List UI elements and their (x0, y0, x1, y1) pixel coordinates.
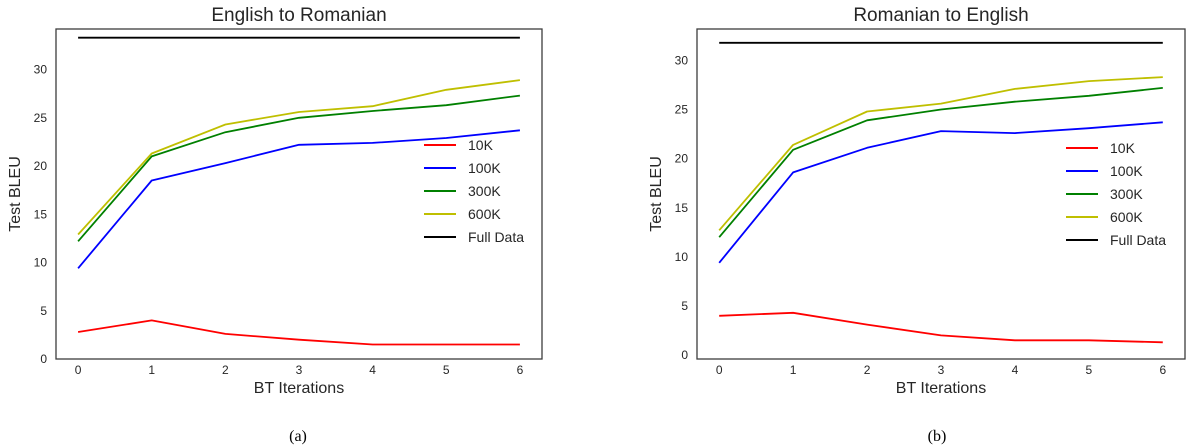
y-tick-label: 10 (675, 250, 689, 264)
y-tick-label: 0 (681, 348, 688, 362)
y-tick-label: 10 (34, 256, 48, 270)
y-tick-label: 0 (40, 352, 47, 366)
subfigure-caption: (a) (289, 428, 307, 445)
legend-label: 600K (1110, 209, 1143, 225)
x-tick-label: 5 (1086, 363, 1093, 377)
y-tick-label: 25 (34, 111, 48, 125)
legend-label: 10K (1110, 140, 1136, 156)
x-tick-label: 1 (790, 363, 797, 377)
x-tick-label: 4 (1012, 363, 1019, 377)
x-tick-label: 6 (517, 363, 524, 377)
x-tick-label: 1 (148, 363, 155, 377)
legend-label: 10K (468, 137, 494, 153)
subfigure-caption: (b) (928, 428, 947, 445)
x-tick-label: 2 (864, 363, 871, 377)
legend-label: 300K (468, 183, 501, 199)
x-tick-label: 0 (716, 363, 723, 377)
series-line (77, 319, 520, 346)
series-line (718, 76, 1163, 231)
series-line (719, 311, 1163, 344)
x-tick-label: 2 (222, 363, 229, 377)
x-tick-label: 5 (443, 363, 450, 377)
x-tick-label: 3 (296, 363, 303, 377)
legend-label: 300K (1110, 186, 1143, 202)
x-axis-label: BT Iterations (896, 380, 986, 397)
chart-title: English to Romanian (211, 5, 386, 26)
chart-title: Romanian to English (853, 5, 1028, 26)
x-tick-label: 6 (1159, 363, 1166, 377)
chart-en-ro: English to Romanian BT Iterations Test B… (7, 5, 543, 445)
y-tick-label: 30 (34, 63, 48, 77)
x-tick-label: 3 (938, 363, 945, 377)
series-line (77, 129, 520, 269)
y-tick-label: 30 (675, 53, 689, 67)
legend-label: Full Data (1110, 232, 1166, 248)
legend-label: 100K (468, 160, 501, 176)
x-tick-label: 0 (75, 363, 82, 377)
y-tick-label: 15 (34, 207, 48, 221)
series-line (77, 79, 521, 236)
y-tick-label: 20 (675, 152, 689, 166)
y-tick-label: 25 (675, 103, 689, 117)
plot-frame (696, 28, 1186, 360)
legend-label: 600K (468, 206, 501, 222)
series-line (718, 121, 1163, 264)
legend-label: Full Data (468, 229, 524, 245)
legend-label: 100K (1110, 163, 1143, 179)
series-line (77, 94, 521, 242)
y-tick-label: 15 (675, 201, 689, 215)
plot-frame (55, 28, 543, 360)
y-axis-label: Test BLEU (648, 156, 665, 232)
y-axis-label: Test BLEU (7, 156, 24, 232)
y-tick-label: 20 (34, 159, 48, 173)
x-tick-label: 4 (369, 363, 376, 377)
y-tick-label: 5 (681, 299, 688, 313)
chart-ro-en: Romanian to English BT Iterations Test B… (648, 5, 1186, 445)
y-tick-label: 5 (40, 304, 47, 318)
x-axis-label: BT Iterations (254, 380, 344, 397)
series-line (718, 87, 1163, 238)
